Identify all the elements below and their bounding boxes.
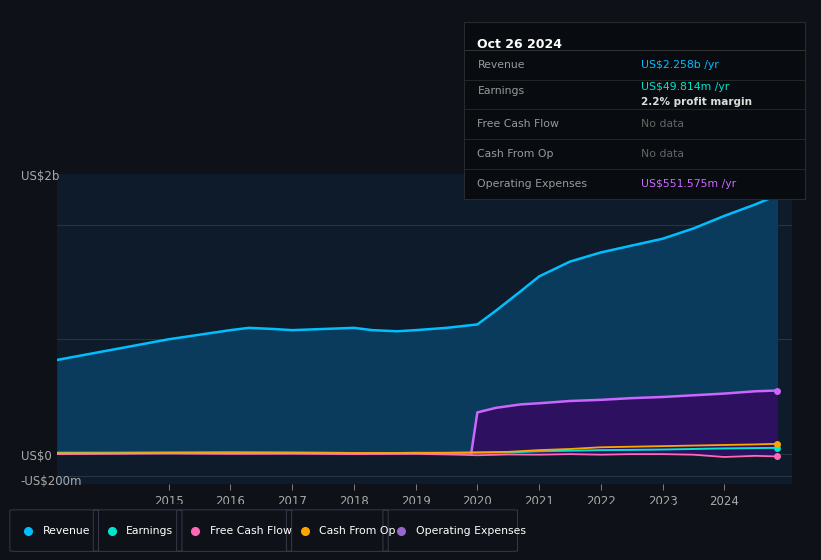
Text: Free Cash Flow: Free Cash Flow — [209, 526, 291, 535]
Text: 2.2% profit margin: 2.2% profit margin — [641, 97, 752, 107]
Text: Operating Expenses: Operating Expenses — [478, 179, 588, 189]
Text: US$0: US$0 — [21, 450, 51, 463]
Text: -US$200m: -US$200m — [21, 475, 82, 488]
Text: US$2b: US$2b — [21, 170, 59, 183]
Text: No data: No data — [641, 149, 684, 159]
Text: Earnings: Earnings — [126, 526, 173, 535]
Text: Oct 26 2024: Oct 26 2024 — [478, 38, 562, 52]
Text: US$49.814m /yr: US$49.814m /yr — [641, 82, 729, 92]
Text: US$551.575m /yr: US$551.575m /yr — [641, 179, 736, 189]
Text: US$2.258b /yr: US$2.258b /yr — [641, 60, 719, 69]
Text: No data: No data — [641, 119, 684, 129]
Text: Revenue: Revenue — [43, 526, 90, 535]
Text: Cash From Op: Cash From Op — [478, 149, 554, 159]
Text: Operating Expenses: Operating Expenses — [415, 526, 525, 535]
Text: Earnings: Earnings — [478, 86, 525, 96]
Text: Revenue: Revenue — [478, 60, 525, 69]
Text: Cash From Op: Cash From Op — [319, 526, 396, 535]
Text: Free Cash Flow: Free Cash Flow — [478, 119, 559, 129]
